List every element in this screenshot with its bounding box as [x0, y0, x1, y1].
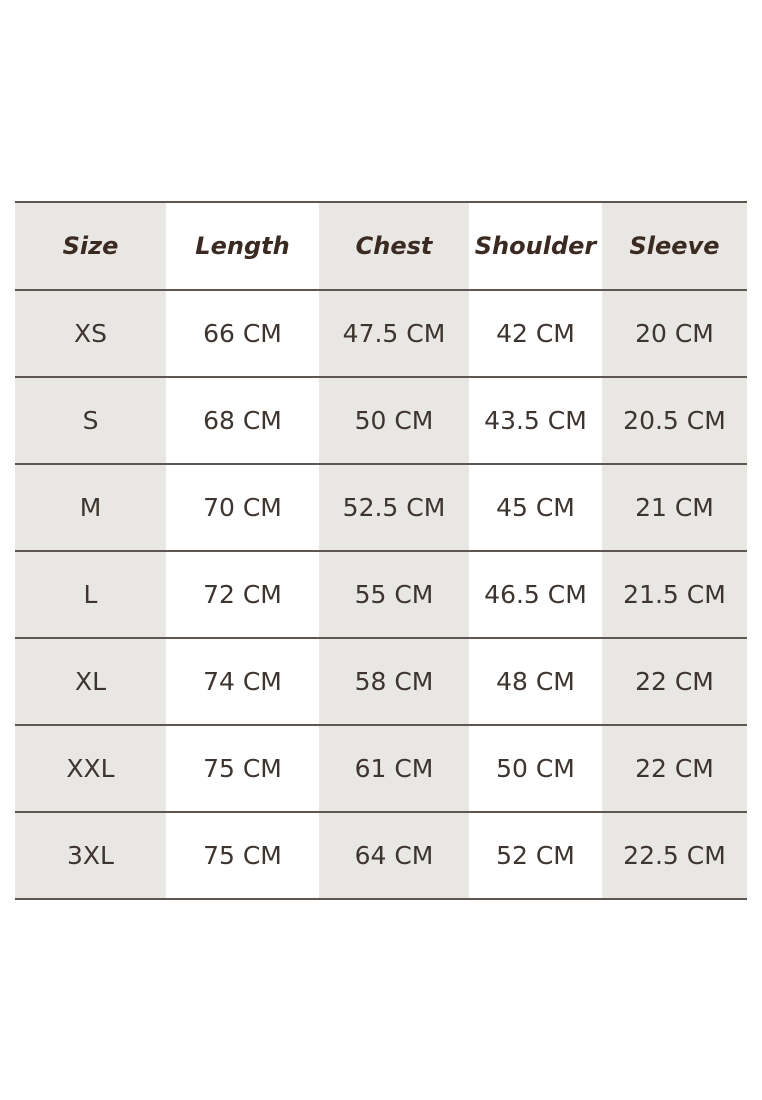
cell-shoulder: 48 CM — [469, 637, 602, 725]
table-row: L 72 CM 55 CM 46.5 CM 21.5 CM — [15, 550, 747, 638]
header-length: Length — [166, 201, 319, 290]
table-row: XXL 75 CM 61 CM 50 CM 22 CM — [15, 724, 747, 812]
header-size: Size — [15, 201, 166, 290]
cell-size: L — [15, 550, 166, 638]
cell-sleeve: 22 CM — [602, 637, 747, 725]
cell-size: XS — [15, 289, 166, 377]
cell-size: M — [15, 463, 166, 551]
cell-shoulder: 52 CM — [469, 811, 602, 900]
table-row: S 68 CM 50 CM 43.5 CM 20.5 CM — [15, 376, 747, 464]
size-chart-table: Size Length Chest Shoulder Sleeve XS 66 C… — [15, 201, 747, 900]
cell-sleeve: 20 CM — [602, 289, 747, 377]
cell-chest: 64 CM — [319, 811, 469, 900]
cell-shoulder: 50 CM — [469, 724, 602, 812]
cell-sleeve: 21.5 CM — [602, 550, 747, 638]
table-row: 3XL 75 CM 64 CM 52 CM 22.5 CM — [15, 811, 747, 900]
cell-size: 3XL — [15, 811, 166, 900]
cell-chest: 58 CM — [319, 637, 469, 725]
cell-chest: 47.5 CM — [319, 289, 469, 377]
cell-length: 70 CM — [166, 463, 319, 551]
cell-chest: 55 CM — [319, 550, 469, 638]
cell-shoulder: 45 CM — [469, 463, 602, 551]
cell-size: XXL — [15, 724, 166, 812]
cell-sleeve: 22.5 CM — [602, 811, 747, 900]
cell-length: 75 CM — [166, 724, 319, 812]
cell-sleeve: 22 CM — [602, 724, 747, 812]
cell-chest: 52.5 CM — [319, 463, 469, 551]
header-row: Size Length Chest Shoulder Sleeve — [15, 201, 747, 290]
header-shoulder: Shoulder — [469, 201, 602, 290]
table-row: M 70 CM 52.5 CM 45 CM 21 CM — [15, 463, 747, 551]
cell-shoulder: 46.5 CM — [469, 550, 602, 638]
header-chest: Chest — [319, 201, 469, 290]
cell-chest: 61 CM — [319, 724, 469, 812]
cell-shoulder: 43.5 CM — [469, 376, 602, 464]
cell-sleeve: 20.5 CM — [602, 376, 747, 464]
cell-shoulder: 42 CM — [469, 289, 602, 377]
cell-length: 66 CM — [166, 289, 319, 377]
cell-length: 75 CM — [166, 811, 319, 900]
cell-length: 72 CM — [166, 550, 319, 638]
cell-size: S — [15, 376, 166, 464]
table-row: XS 66 CM 47.5 CM 42 CM 20 CM — [15, 289, 747, 377]
cell-chest: 50 CM — [319, 376, 469, 464]
table-row: XL 74 CM 58 CM 48 CM 22 CM — [15, 637, 747, 725]
cell-length: 74 CM — [166, 637, 319, 725]
cell-size: XL — [15, 637, 166, 725]
cell-length: 68 CM — [166, 376, 319, 464]
cell-sleeve: 21 CM — [602, 463, 747, 551]
header-sleeve: Sleeve — [602, 201, 747, 290]
